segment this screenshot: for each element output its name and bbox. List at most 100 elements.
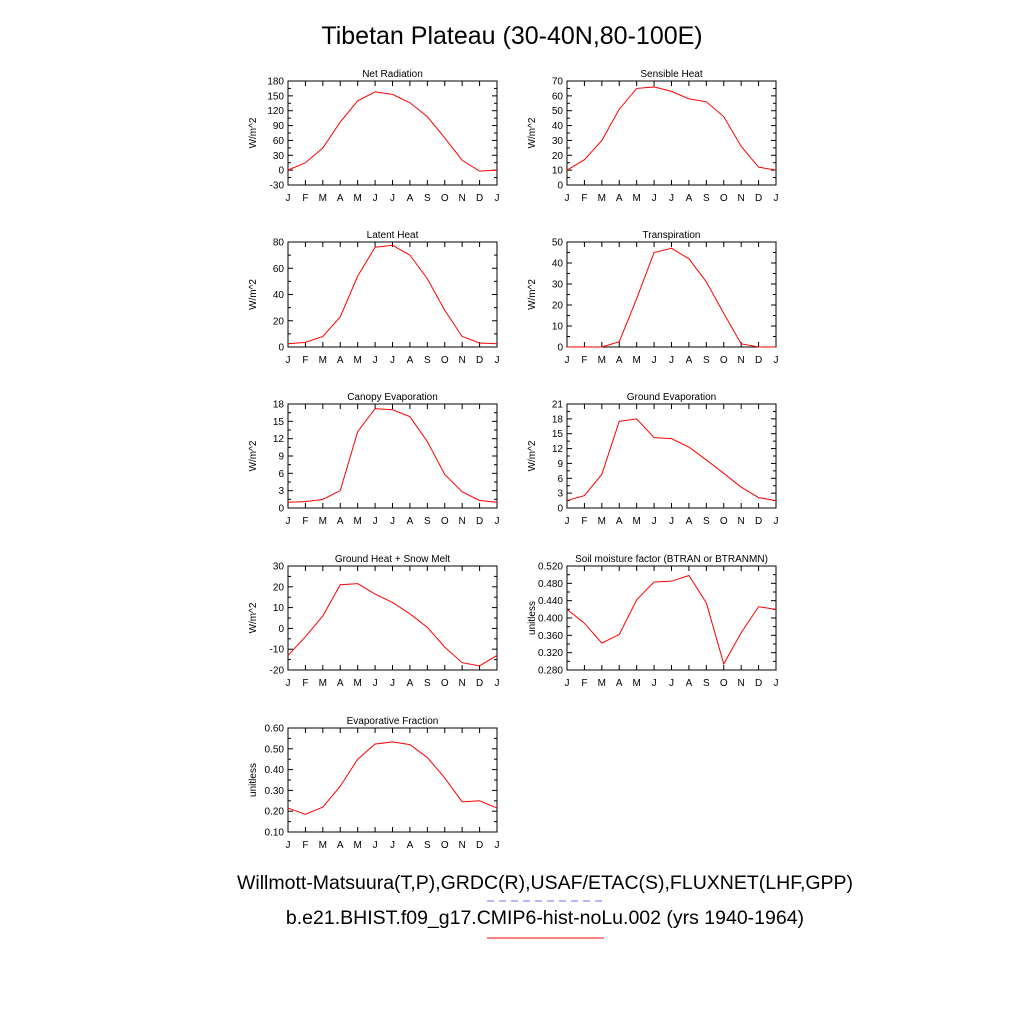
y-tick-label: 30	[552, 280, 564, 291]
y-tick-label: 18	[273, 400, 285, 411]
x-tick-label: S	[703, 678, 710, 689]
panel-title: Ground Heat + Snow Melt	[335, 554, 451, 565]
x-tick-label: A	[686, 516, 693, 527]
x-tick-label: O	[441, 678, 449, 689]
x-tick-label: A	[616, 193, 623, 204]
x-tick-label: M	[598, 355, 606, 366]
x-tick-label: S	[424, 516, 431, 527]
y-tick-label: 180	[267, 77, 284, 88]
x-tick-label: N	[459, 516, 466, 527]
y-tick-label: 0.280	[538, 666, 563, 677]
x-tick-label: A	[337, 840, 344, 851]
panel-title: Canopy Evaporation	[347, 392, 438, 403]
x-tick-label: S	[424, 355, 431, 366]
y-tick-label: 20	[552, 151, 564, 162]
x-tick-label: J	[286, 193, 291, 204]
y-tick-label: 0	[557, 343, 563, 354]
y-tick-label: 50	[552, 238, 564, 249]
x-tick-label: A	[616, 355, 623, 366]
x-tick-label: J	[652, 516, 657, 527]
x-tick-label: A	[337, 678, 344, 689]
y-tick-label: 0.40	[265, 765, 285, 776]
x-tick-label: J	[495, 516, 500, 527]
y-tick-label: 0	[278, 166, 284, 177]
y-tick-label: 12	[552, 444, 564, 455]
x-tick-label: J	[373, 678, 378, 689]
x-tick-label: J	[390, 678, 395, 689]
plot-frame	[566, 403, 777, 509]
y-tick-label: 3	[278, 486, 284, 497]
x-tick-label: A	[337, 516, 344, 527]
plot-frame	[287, 565, 498, 671]
y-tick-label: 0.60	[265, 724, 285, 735]
x-tick-label: M	[319, 193, 327, 204]
x-tick-label: A	[337, 355, 344, 366]
x-tick-label: J	[390, 516, 395, 527]
x-tick-label: D	[476, 840, 483, 851]
x-tick-label: N	[738, 516, 745, 527]
x-tick-label: M	[353, 840, 361, 851]
x-tick-label: O	[720, 355, 728, 366]
x-tick-label: M	[319, 840, 327, 851]
x-tick-label: O	[720, 193, 728, 204]
x-tick-label: J	[390, 193, 395, 204]
x-tick-label: D	[476, 193, 483, 204]
x-tick-label: A	[686, 193, 693, 204]
y-tick-label: 10	[273, 603, 285, 614]
x-tick-label: O	[720, 678, 728, 689]
x-tick-label: O	[720, 516, 728, 527]
x-tick-label: S	[703, 516, 710, 527]
x-tick-label: F	[581, 193, 587, 204]
y-tick-label: 40	[552, 121, 564, 132]
x-tick-label: A	[686, 355, 693, 366]
x-tick-label: J	[652, 678, 657, 689]
y-tick-label: -20	[270, 666, 285, 677]
x-tick-label: A	[616, 678, 623, 689]
x-tick-label: N	[738, 355, 745, 366]
x-tick-label: M	[353, 678, 361, 689]
x-tick-label: M	[632, 193, 640, 204]
y-tick-label: 0.10	[265, 828, 285, 839]
plot-frame	[287, 403, 498, 509]
x-tick-label: J	[565, 516, 570, 527]
y-tick-label: 60	[552, 91, 564, 102]
series-line	[287, 408, 498, 503]
y-tick-label: 40	[273, 290, 285, 301]
x-tick-label: F	[302, 193, 308, 204]
x-tick-label: J	[286, 516, 291, 527]
y-tick-label: 0.520	[538, 562, 563, 573]
y-tick-label: 0.30	[265, 786, 285, 797]
x-tick-label: M	[319, 355, 327, 366]
x-tick-label: M	[598, 678, 606, 689]
y-tick-label: 0.440	[538, 596, 563, 607]
x-tick-label: J	[495, 355, 500, 366]
y-tick-label: 0.400	[538, 614, 563, 625]
x-tick-label: M	[353, 516, 361, 527]
x-tick-label: F	[581, 355, 587, 366]
y-axis-label: W/m^2	[248, 279, 259, 310]
y-tick-label: 120	[267, 106, 284, 117]
y-tick-label: 20	[273, 582, 285, 593]
panel-title: Latent Heat	[367, 230, 419, 241]
y-tick-label: 9	[557, 459, 563, 470]
x-tick-label: D	[755, 193, 762, 204]
x-tick-label: J	[774, 355, 779, 366]
x-tick-label: O	[441, 355, 449, 366]
x-tick-label: F	[302, 840, 308, 851]
x-tick-label: J	[669, 355, 674, 366]
plot-frame	[287, 727, 498, 833]
plot-frame	[287, 80, 498, 186]
x-tick-label: N	[459, 355, 466, 366]
x-tick-label: A	[616, 516, 623, 527]
panel-title: Transpiration	[643, 230, 701, 241]
y-axis-label: W/m^2	[527, 279, 538, 310]
x-tick-label: S	[424, 193, 431, 204]
x-tick-label: O	[441, 516, 449, 527]
x-tick-label: J	[373, 840, 378, 851]
x-tick-label: M	[632, 516, 640, 527]
y-tick-label: 0	[278, 504, 284, 515]
series-line	[566, 574, 777, 666]
